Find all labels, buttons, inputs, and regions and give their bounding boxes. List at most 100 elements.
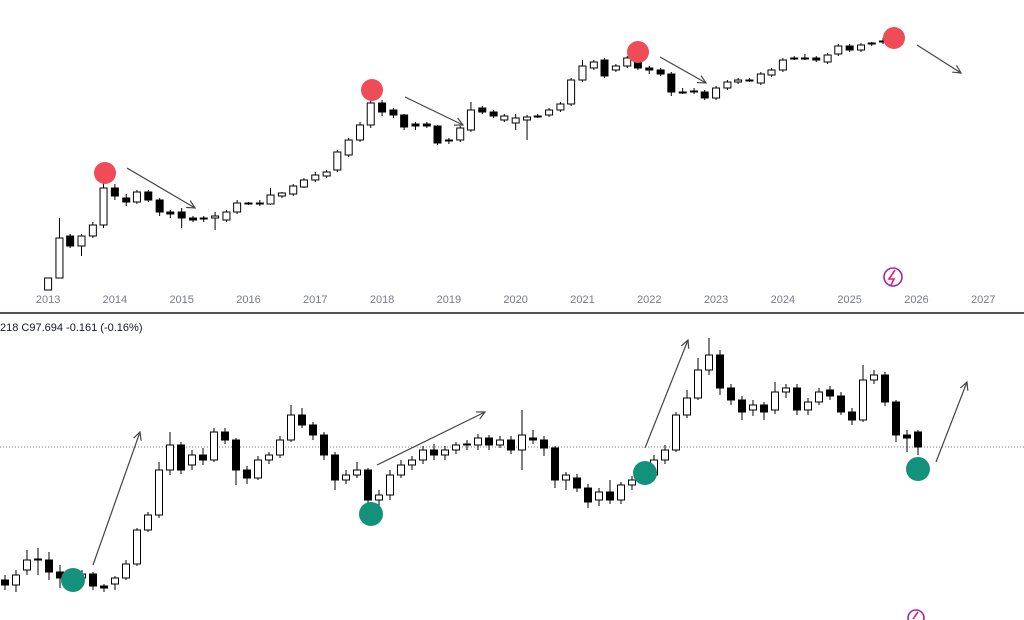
candle-body <box>540 439 548 449</box>
candle-body <box>611 65 620 71</box>
candle-body <box>645 67 654 71</box>
candle-body <box>408 459 416 466</box>
candle-body <box>790 57 799 60</box>
candle-body <box>870 374 878 381</box>
arrow <box>644 340 688 449</box>
candle-body <box>545 109 554 116</box>
candle-body <box>287 414 295 441</box>
candle-body <box>232 439 240 471</box>
candle-body <box>778 59 787 71</box>
candle-body <box>233 202 242 213</box>
candle-body <box>243 469 251 479</box>
candle-body <box>177 211 186 219</box>
candle-body <box>837 395 845 413</box>
top-marker <box>361 79 383 101</box>
candle-body <box>364 469 372 501</box>
candle-body <box>507 439 515 451</box>
candle-body <box>600 59 609 77</box>
arrow <box>126 167 195 208</box>
app-icon[interactable] <box>907 609 925 620</box>
candle-body <box>511 117 520 124</box>
candle-body <box>756 73 765 84</box>
candle-body <box>661 449 669 461</box>
candle-body <box>466 109 475 131</box>
candle-body <box>700 91 709 99</box>
candle-body <box>122 197 131 203</box>
arrow <box>935 382 967 463</box>
candle-body <box>255 202 264 205</box>
candle-body <box>848 411 856 421</box>
candle-body <box>342 474 350 481</box>
candle-body <box>667 73 676 93</box>
candle-body <box>44 277 53 291</box>
candle-body <box>222 211 231 221</box>
candle-body <box>815 391 823 403</box>
candle-body <box>144 191 153 201</box>
candle-body <box>518 434 526 451</box>
candle-body <box>322 171 331 177</box>
candle-body <box>628 479 636 486</box>
x-tick-label: 2017 <box>303 294 327 306</box>
candle-body <box>210 431 218 461</box>
candle-body <box>77 235 86 247</box>
candle-body <box>298 414 306 426</box>
candle-body <box>606 491 614 501</box>
candle-body <box>500 115 509 121</box>
candle-body <box>276 439 284 456</box>
candle-body <box>333 151 342 171</box>
annotations <box>61 27 967 620</box>
candle-body <box>441 449 449 456</box>
candle-body <box>144 514 152 531</box>
candle-body <box>55 237 64 279</box>
candle-body <box>320 434 328 456</box>
candle-body <box>489 111 498 117</box>
candle-body <box>623 57 632 67</box>
candle-body <box>690 90 699 93</box>
candle-body <box>166 211 175 215</box>
candle-body <box>23 559 31 571</box>
candle-body <box>584 487 592 503</box>
x-tick-label: 2027 <box>971 294 995 306</box>
candle-body <box>289 185 298 195</box>
candle-body <box>567 79 576 105</box>
candle-body <box>99 187 108 226</box>
candle-body <box>1 579 9 586</box>
candle-body <box>496 439 504 446</box>
candle-body <box>133 529 141 565</box>
candle-body <box>331 454 339 481</box>
candle-body <box>155 469 163 516</box>
candle-body <box>411 123 420 127</box>
x-tick-label: 2016 <box>236 294 260 306</box>
arrow <box>916 44 961 73</box>
candle-body <box>760 404 768 413</box>
x-tick-label: 2024 <box>771 294 795 306</box>
candle-body <box>100 585 108 589</box>
candle-body <box>812 57 821 61</box>
candle-body <box>749 404 757 411</box>
candle-body <box>857 44 866 51</box>
candle-body <box>266 194 275 205</box>
arrow <box>376 412 485 466</box>
arrow <box>404 96 463 125</box>
candle-body <box>523 116 532 121</box>
candle-body <box>800 57 809 60</box>
candle-body <box>573 477 581 489</box>
candle-body <box>397 464 405 476</box>
candle-body <box>444 139 453 142</box>
candle-body <box>793 387 801 411</box>
bottom-marker <box>61 568 85 592</box>
candle-body <box>199 217 208 220</box>
candle-body <box>672 414 680 451</box>
candle-body <box>595 491 603 501</box>
candle-body <box>617 484 625 501</box>
candle-body <box>88 224 97 237</box>
candle-body <box>66 235 75 247</box>
candle-body <box>881 374 889 403</box>
bottom-marker <box>359 502 383 526</box>
candle-body <box>265 454 273 461</box>
app-icon[interactable] <box>883 267 903 287</box>
candle-body <box>188 454 196 466</box>
candle-body <box>177 444 185 471</box>
candle-body <box>782 387 790 393</box>
